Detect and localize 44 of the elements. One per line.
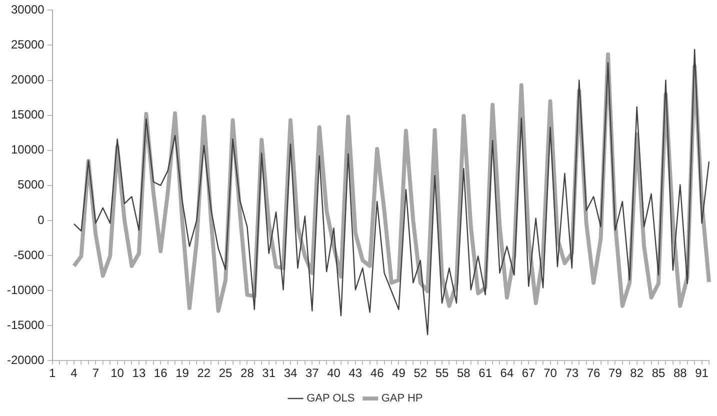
x-tick-label: 64 xyxy=(500,366,514,380)
x-tick-label: 61 xyxy=(478,366,492,380)
y-tick-label: 15000 xyxy=(10,108,45,122)
y-tick-label: -5000 xyxy=(14,248,45,262)
x-tick-label: 19 xyxy=(176,366,190,380)
x-tick-label: 13 xyxy=(132,366,146,380)
x-tick-label: 31 xyxy=(262,366,276,380)
x-tick-label: 55 xyxy=(435,366,450,380)
x-tick-label: 37 xyxy=(305,366,320,380)
y-tick-label: -20000 xyxy=(6,352,45,367)
x-tick-label: 10 xyxy=(110,366,124,380)
x-tick-label: 46 xyxy=(370,366,384,380)
x-tick-label: 1 xyxy=(49,366,56,380)
x-tick-label: 73 xyxy=(565,366,579,380)
x-tick-label: 34 xyxy=(284,366,298,380)
y-tick-label: 5000 xyxy=(18,178,45,192)
x-tick-label: 28 xyxy=(240,366,254,380)
y-tick-label: 10000 xyxy=(10,142,45,157)
y-tick-label: -15000 xyxy=(6,318,45,332)
x-tick-label: 40 xyxy=(327,366,341,380)
x-tick-label: 70 xyxy=(544,366,558,380)
x-tick-label: 43 xyxy=(348,366,362,380)
x-tick-label: 7 xyxy=(92,366,100,380)
x-tick-label: 22 xyxy=(197,366,211,380)
x-tick-label: 91 xyxy=(695,366,709,380)
y-tick-label: 20000 xyxy=(10,72,45,87)
x-tick-label: 85 xyxy=(652,366,666,380)
x-tick-label: 67 xyxy=(522,366,536,380)
y-tick-label: 0 xyxy=(38,212,45,227)
x-tick-label: 79 xyxy=(608,366,622,380)
y-tick-label: -10000 xyxy=(6,282,45,297)
x-tick-label: 82 xyxy=(630,366,644,380)
x-tick-label: 4 xyxy=(70,366,78,380)
x-tick-label: 16 xyxy=(154,366,168,380)
y-tick-label: 25000 xyxy=(10,38,45,52)
legend-label: GAP HP xyxy=(381,392,423,405)
x-tick-label: 25 xyxy=(218,366,233,380)
y-tick-label: 30000 xyxy=(10,2,45,17)
x-tick-label: 52 xyxy=(414,366,428,380)
x-tick-label: 58 xyxy=(456,366,471,380)
x-tick-label: 76 xyxy=(586,366,601,380)
x-tick-label: 49 xyxy=(392,366,406,380)
x-tick-label: 88 xyxy=(673,366,688,380)
legend-label: GAP OLS xyxy=(306,392,355,405)
